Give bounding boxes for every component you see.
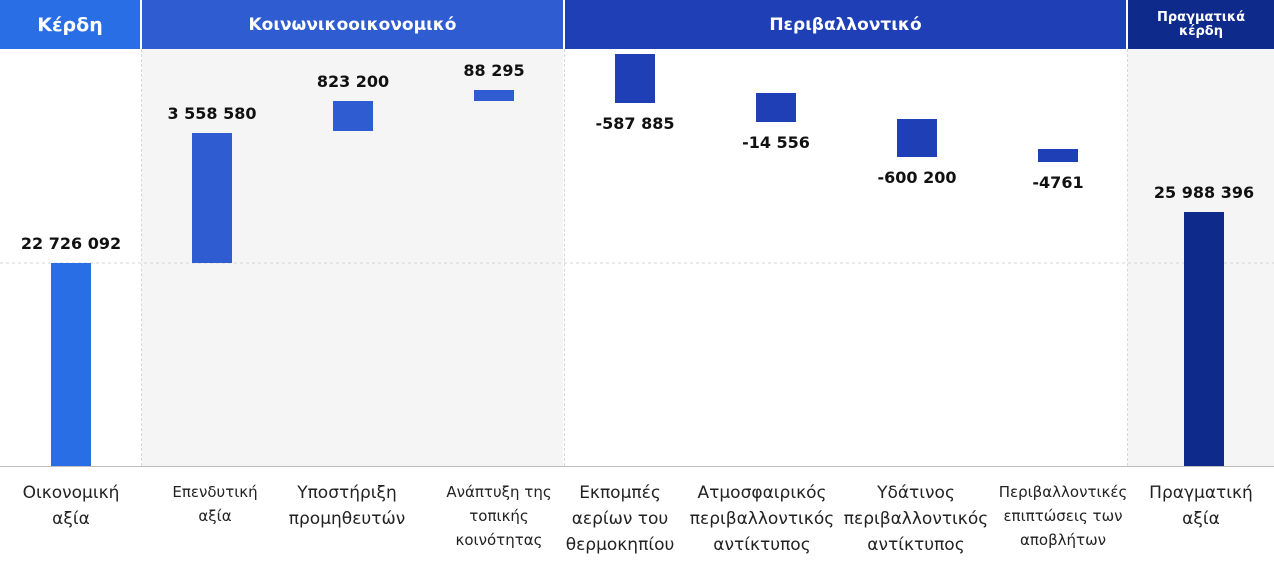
- value-label-1: 22 726 092: [21, 234, 121, 253]
- section-divider: [564, 49, 565, 466]
- x-label-supplier-support: Υποστήριξη προμηθευτών: [288, 483, 406, 529]
- value-label-2: 3 558 580: [167, 104, 256, 123]
- x-label-economic-value: Οικονομική αξία: [22, 483, 120, 529]
- bar-9: [1184, 212, 1224, 466]
- bar-1: [51, 263, 91, 466]
- header-gains: Κέρδη: [0, 0, 140, 49]
- header-socioeconomic: Κοινωνικοοικονομικό: [142, 0, 563, 49]
- x-label-atmospheric-impact: Ατμοσφαιρικός περιβαλλοντικός αντίκτυπος: [689, 483, 835, 555]
- chart-baseline: [0, 466, 1274, 467]
- bar-3: [333, 101, 373, 131]
- bar-2: [192, 133, 232, 263]
- value-label-4: 88 295: [463, 61, 524, 80]
- section-divider: [141, 49, 142, 466]
- value-label-7: -600 200: [877, 168, 956, 187]
- bar-5: [615, 54, 655, 103]
- value-label-9: 25 988 396: [1154, 183, 1254, 202]
- x-label-waste-impact: Περιβαλλοντικές επιπτώσεις των αποβλήτων: [998, 483, 1128, 549]
- x-label-water-impact: Υδάτινος περιβαλλοντικός αντίκτυπος: [843, 483, 989, 555]
- section-divider: [1127, 49, 1128, 466]
- bar-6: [756, 93, 796, 122]
- x-label-investment-value: Επενδυτική αξία: [172, 483, 258, 525]
- bar-4: [474, 90, 514, 101]
- value-label-5: -587 885: [595, 114, 674, 133]
- x-label-community-development: Ανάπτυξη της τοπικής κοινότητας: [446, 483, 552, 549]
- value-label-6: -14 556: [742, 133, 810, 152]
- value-label-8: -4761: [1032, 173, 1083, 192]
- bar-7: [897, 119, 937, 157]
- header-environmental: Περιβαλλοντικό: [565, 0, 1126, 49]
- x-label-real-value: Πραγματική αξία: [1149, 483, 1253, 529]
- x-label-ghg-emissions: Εκπομπές αερίων του θερμοκηπίου: [565, 483, 675, 555]
- value-label-3: 823 200: [317, 72, 389, 91]
- bar-8: [1038, 149, 1078, 162]
- header-real-gains: Πραγματικά κέρδη: [1128, 0, 1274, 49]
